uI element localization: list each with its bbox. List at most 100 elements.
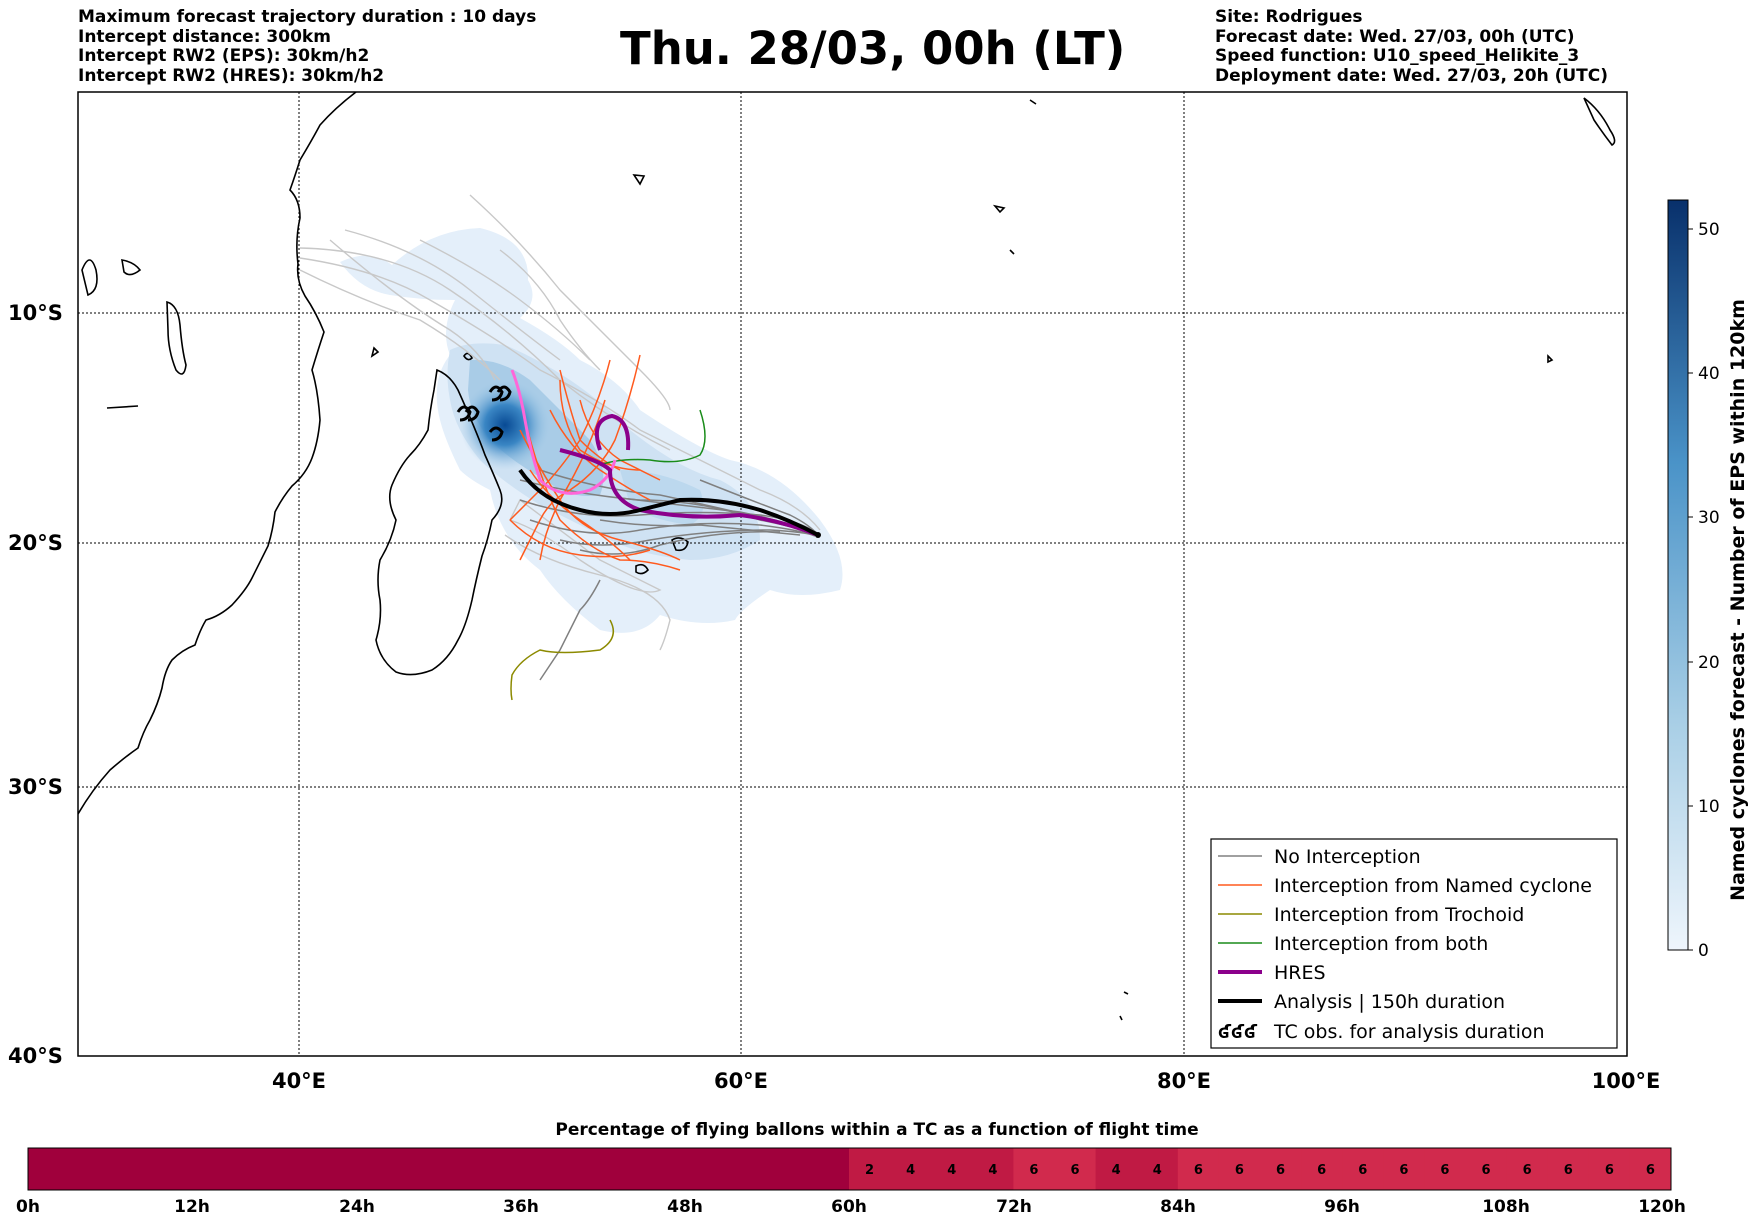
timebar-cell-value: 4 [1153, 1163, 1162, 1178]
colorbar: 0 10 20 30 40 50 [1667, 199, 1720, 961]
tc-obs-symbol [496, 385, 512, 402]
timebar-cell [1506, 1148, 1549, 1190]
legend-label: No Interception [1274, 846, 1421, 868]
header-line: Forecast date: Wed. 27/03, 00h (UTC) [1215, 26, 1575, 47]
timebar-cell [1260, 1148, 1302, 1190]
trajectories-both [599, 409, 706, 466]
colorbar-tick: 0 [1698, 941, 1709, 961]
timebar-cell [1054, 1148, 1097, 1190]
tc-obs-symbol [456, 405, 472, 422]
timebar-tick: 12h [174, 1197, 210, 1217]
header-line: Deployment date: Wed. 27/03, 20h (UTC) [1215, 65, 1609, 86]
timebar-tick: 48h [667, 1197, 703, 1217]
timebar-cell-value: 4 [988, 1163, 997, 1178]
colorbar-tick: 40 [1698, 364, 1720, 384]
timebar-cell-value: 6 [1646, 1163, 1655, 1178]
timebar-cell-value: 6 [1235, 1163, 1244, 1178]
tc-obs-symbol [488, 426, 504, 442]
timebar-cell-value: 6 [1276, 1163, 1285, 1178]
legend-swatch-tc-obs: ʛʛʛ [1218, 1021, 1258, 1043]
timebar-cell [1629, 1148, 1672, 1190]
map-axis-labels: 10°S 20°S 30°S 40°S 40°E 60°E 80°E 100°E [8, 301, 1660, 1093]
timebar-cell-value: 6 [1564, 1163, 1573, 1178]
header-line: Site: Rodrigues [1215, 7, 1363, 27]
lat-label: 40°S [8, 1044, 63, 1068]
header-line: Intercept RW2 (EPS): 30km/h2 [78, 46, 370, 66]
timebar-tick: 36h [503, 1197, 539, 1217]
header-right-info: Site: Rodrigues Forecast date: Wed. 27/0… [1215, 7, 1609, 86]
timebar-tick: 72h [996, 1197, 1032, 1217]
colorbar-tick: 50 [1698, 220, 1720, 240]
timebar-cell [1095, 1148, 1138, 1190]
colorbar-tick: 20 [1698, 653, 1720, 673]
legend: No Interception Interception from Named … [1210, 838, 1618, 1049]
timebar-cell-value: 6 [1605, 1163, 1614, 1178]
hres-pink-segment [510, 369, 617, 495]
timebar-cell-value: 6 [1482, 1163, 1491, 1178]
lat-label: 30°S [8, 775, 63, 799]
map-title: Thu. 28/03, 00h (LT) [620, 22, 1126, 75]
tc-obs-symbol [488, 385, 504, 402]
timebar-cell [1136, 1148, 1179, 1190]
timebar-cell [1588, 1148, 1631, 1190]
legend-label: TC obs. for analysis duration [1273, 1021, 1545, 1043]
trajectory-ensemble [299, 194, 821, 701]
timebar-cell-value: 6 [1440, 1163, 1449, 1178]
coastlines [78, 92, 1616, 1021]
colorbar-label: Named cyclones forecast - Number of EPS … [1727, 299, 1749, 901]
legend-label: Interception from both [1274, 933, 1488, 955]
timebar-cell-value: 4 [947, 1163, 956, 1178]
timebar-cell [1547, 1148, 1590, 1190]
timebar-cell [890, 1148, 932, 1190]
lon-label: 40°E [272, 1069, 326, 1093]
timebar-tick: 84h [1160, 1197, 1196, 1217]
timebar-cell [931, 1148, 973, 1190]
timebar-cell-value: 4 [1112, 1163, 1121, 1178]
colorbar-tick: 10 [1698, 797, 1720, 817]
timebar-cell [1177, 1148, 1220, 1190]
legend-label: Interception from Named cyclone [1274, 875, 1592, 897]
timebar-border [27, 1147, 1672, 1191]
lat-label: 10°S [8, 301, 63, 325]
timebar-cell [1218, 1148, 1261, 1190]
timebar-tick: 24h [339, 1197, 375, 1217]
header-left-info: Maximum forecast trajectory duration : 1… [78, 7, 537, 86]
header-line: Speed function: U10_speed_Helikite_3 [1215, 46, 1580, 66]
legend-box [1210, 838, 1618, 1049]
timebar-cell [849, 1148, 891, 1190]
lon-label: 60°E [714, 1069, 768, 1093]
timebar-title: Percentage of flying ballons within a TC… [555, 1120, 1199, 1140]
timebar-cell-value: 2 [865, 1163, 874, 1178]
lat-label: 20°S [8, 531, 63, 555]
analysis-trajectory [518, 468, 819, 537]
timebar-cell [972, 1148, 1014, 1190]
timebar-tick: 108h [1482, 1197, 1530, 1217]
timebar-cell-value: 4 [906, 1163, 915, 1178]
trajectory-end-point [815, 532, 821, 538]
timebar-cell-value: 6 [1029, 1163, 1038, 1178]
timebar-tick: 0h [16, 1197, 40, 1217]
timebar-tick: 96h [1324, 1197, 1360, 1217]
colorbar-tick: 30 [1698, 508, 1720, 528]
hres-trajectory [559, 448, 819, 537]
timebar-cell [1301, 1148, 1343, 1190]
trajectories-trochoid [510, 619, 615, 701]
timebar-cell [1342, 1148, 1384, 1190]
map-border [77, 91, 1628, 1057]
header-line: Maximum forecast trajectory duration : 1… [78, 7, 537, 27]
timebar-tick: 60h [831, 1197, 867, 1217]
timebar-cell [1013, 1148, 1055, 1190]
legend-label: HRES [1274, 962, 1326, 984]
legend-label: Analysis | 150h duration [1274, 991, 1505, 1013]
tc-obs-symbol [464, 405, 480, 422]
header-line: Intercept RW2 (HRES): 30km/h2 [78, 65, 385, 86]
timebar-cell [1383, 1148, 1425, 1190]
lon-label: 80°E [1157, 1069, 1211, 1093]
timebar-cell-value: 6 [1317, 1163, 1326, 1178]
timebar-cell-value: 6 [1071, 1163, 1080, 1178]
header-line: Intercept distance: 300km [78, 26, 331, 47]
timebar-cell-value: 6 [1523, 1163, 1532, 1178]
timebar-cell-value: 6 [1194, 1163, 1203, 1178]
